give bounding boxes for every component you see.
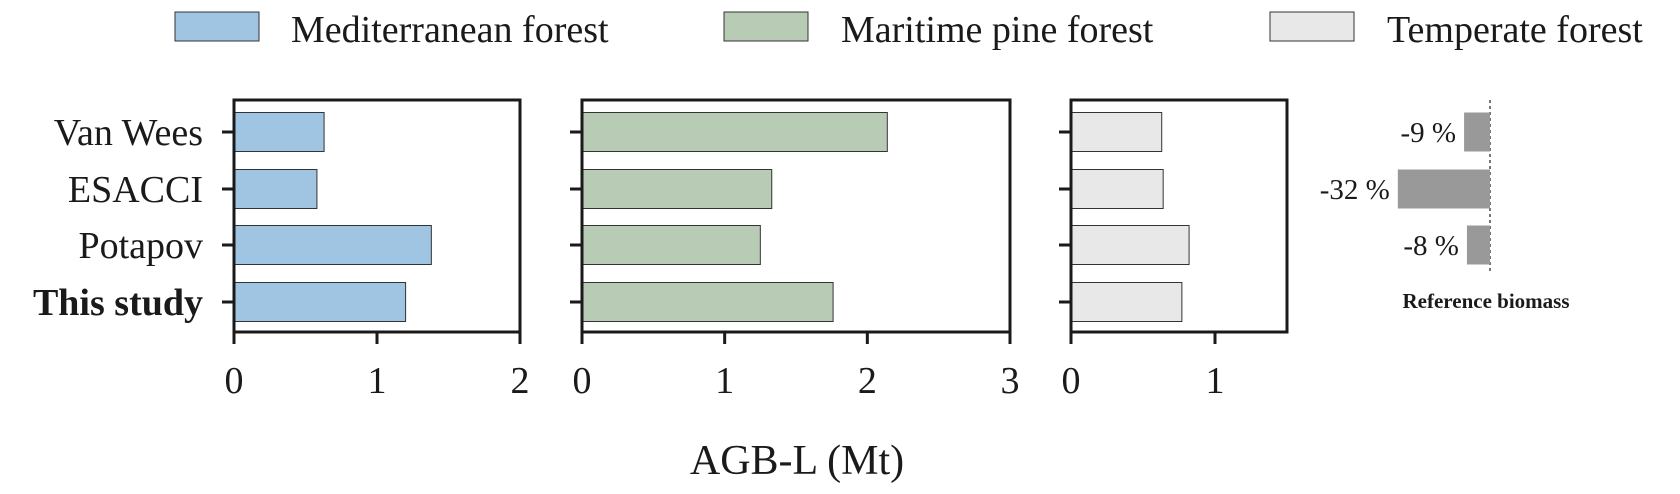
category-labels: Van Wees ESACCI Potapov This study (33, 112, 203, 324)
category-label: Potapov (78, 225, 203, 267)
bar (1070, 169, 1164, 209)
panel-frame (580, 98, 1012, 334)
reference-pct-label: -32 % (1320, 174, 1390, 206)
legend-label-maritime: Maritime pine forest (841, 9, 1154, 51)
x-tick-label: 0 (1062, 360, 1081, 402)
bar (1070, 282, 1183, 322)
category-label: Van Wees (54, 112, 203, 154)
bar (233, 225, 432, 265)
reference-pct-label: -8 % (1403, 230, 1459, 262)
x-tick-label: 1 (1206, 360, 1225, 402)
x-tick-label: 1 (368, 360, 387, 402)
x-tick-label: 3 (1001, 360, 1020, 402)
x-tick-label: 0 (225, 360, 244, 402)
x-axis-label: AGB-L (Mt) (690, 438, 904, 484)
x-tick-label: 0 (573, 360, 592, 402)
bar (581, 112, 888, 152)
reference-title: Reference biomass (1403, 289, 1570, 313)
x-tick-label: 2 (511, 360, 530, 402)
category-label: This study (33, 282, 203, 324)
bar (581, 282, 834, 322)
bar (233, 112, 325, 152)
reference-bar (1397, 169, 1490, 209)
bar (1070, 225, 1190, 265)
panel-mediterranean: 0 1 2 (222, 98, 530, 402)
reference-bar (1464, 112, 1490, 152)
panel-frame (1069, 98, 1289, 334)
bar (1070, 112, 1163, 152)
legend-swatch-temperate (1269, 11, 1355, 42)
legend-label-mediterranean: Mediterranean forest (291, 9, 609, 51)
legend-swatch-maritime (723, 11, 809, 42)
panel-maritime: 0 1 2 3 (570, 98, 1020, 402)
reference-pct-label: -9 % (1401, 117, 1457, 149)
legend-swatch-mediterranean (174, 11, 260, 42)
bar (233, 282, 407, 322)
reference-bar (1466, 225, 1490, 265)
category-label: ESACCI (68, 169, 203, 211)
legend-label-temperate: Temperate forest (1387, 9, 1643, 51)
legend: Mediterranean forest Maritime pine forest… (174, 9, 1643, 51)
bar (581, 225, 761, 265)
bar (233, 169, 318, 209)
x-tick-label: 1 (715, 360, 734, 402)
x-tick-label: 2 (858, 360, 877, 402)
bar (581, 169, 773, 209)
reference-biomass-panel: -9 % -32 % -8 % Reference biomass (1320, 100, 1570, 313)
